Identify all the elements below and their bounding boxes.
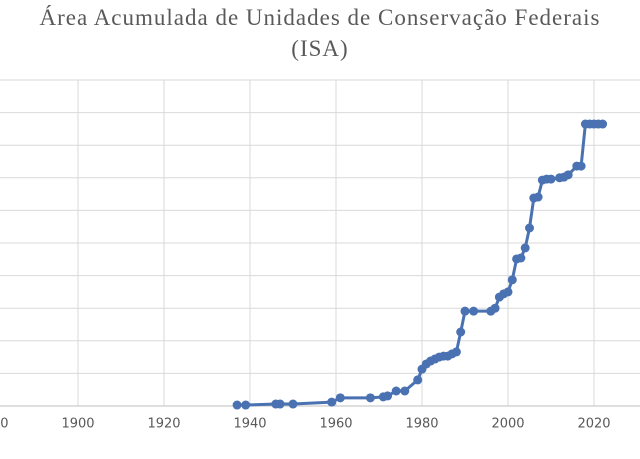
data-point <box>241 400 251 410</box>
data-point <box>490 303 500 313</box>
data-point <box>525 223 534 233</box>
data-point <box>451 347 461 357</box>
x-tick-label: 2020 <box>577 417 610 432</box>
data-point <box>275 399 285 409</box>
data-point <box>383 391 393 401</box>
data-point <box>327 397 337 407</box>
data-point <box>507 275 517 285</box>
data-line <box>237 122 603 407</box>
data-point <box>365 393 375 403</box>
data-point <box>563 170 573 180</box>
data-point <box>576 161 586 171</box>
data-point <box>288 399 298 409</box>
x-tick-label: 2000 <box>491 417 524 432</box>
data-point <box>503 287 513 297</box>
data-point <box>232 400 242 410</box>
data-point <box>460 306 470 316</box>
data-point <box>413 375 423 385</box>
data-point <box>598 119 608 129</box>
x-tick-label: 1900 <box>61 417 94 432</box>
data-point <box>520 243 530 253</box>
x-tick-label: 1920 <box>147 417 180 432</box>
x-tick-label: 1880 <box>0 417 9 432</box>
data-point <box>456 327 466 337</box>
data-point <box>516 253 526 263</box>
data-point <box>391 386 401 396</box>
x-tick-label: 1960 <box>319 417 352 432</box>
data-point <box>533 192 543 202</box>
x-tick-label: 1980 <box>405 417 438 432</box>
data-point <box>335 393 345 403</box>
data-point <box>546 174 556 184</box>
data-point <box>469 306 479 316</box>
x-tick-label: 1940 <box>233 417 266 432</box>
chart-title: Área Acumulada de Unidades de Conservaçã… <box>39 5 601 61</box>
data-point <box>400 386 410 396</box>
